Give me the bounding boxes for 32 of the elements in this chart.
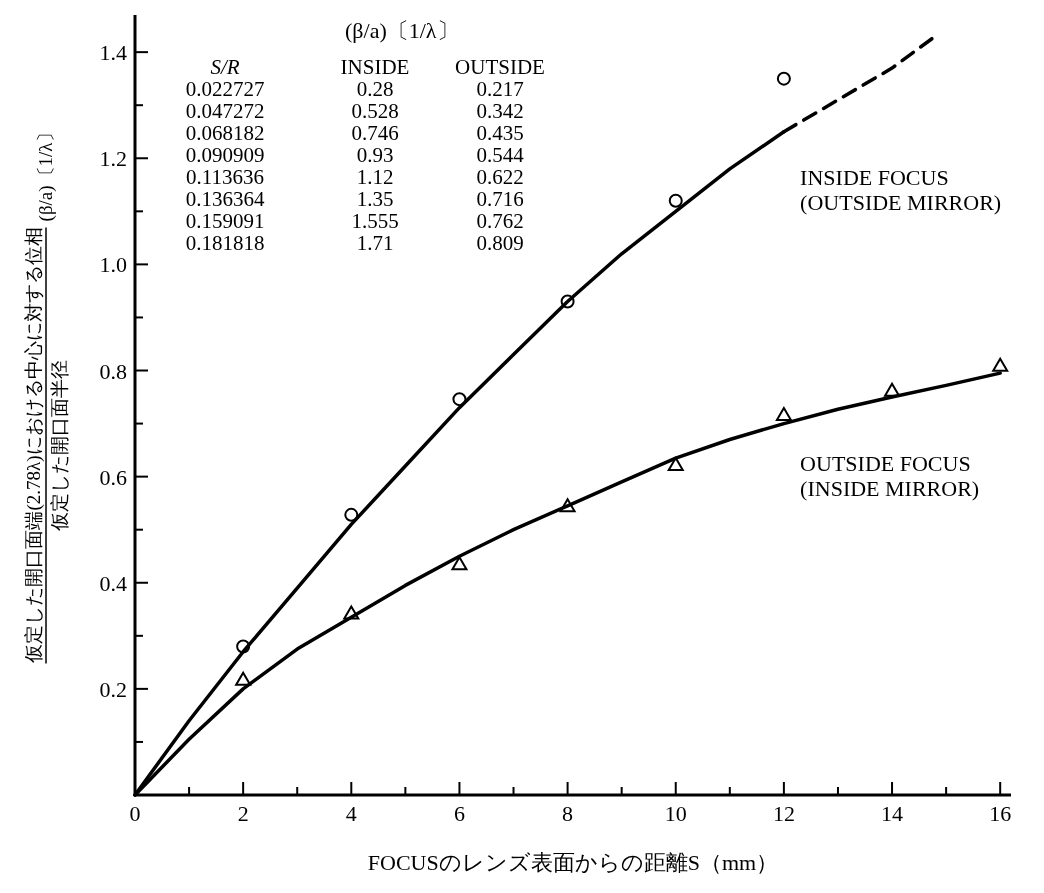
text: (β/a)〔1/λ〕	[35, 123, 57, 222]
x-tick-label: 16	[989, 801, 1012, 826]
y-tick-label: 0.4	[99, 570, 127, 596]
y-tick-label: 0.2	[99, 676, 127, 702]
y-tick-label: 1.2	[99, 146, 127, 172]
text: 0.022727 0.28 0.217	[185, 77, 524, 101]
text: 0.136364 1.35 0.716	[185, 187, 524, 211]
x-tick-label: 12	[772, 801, 795, 826]
annotation: INSIDE FOCUS (OUTSIDE MIRROR)	[800, 164, 1002, 215]
text: S/R INSIDE OUTSIDE	[210, 55, 545, 79]
x-tick-label: 2	[237, 801, 249, 826]
text: 0.068182 0.746 0.435	[185, 121, 524, 145]
x-axis-title: FOCUSのレンズ表面からの距離S（mm）	[367, 850, 779, 875]
y-tick-label: 0.6	[99, 464, 127, 490]
x-tick-label: 10	[664, 801, 687, 826]
annotation: OUTSIDE FOCUS (INSIDE MIRROR)	[800, 451, 980, 502]
text: 0.113636 1.12 0.622	[186, 165, 524, 189]
x-tick-label: 14	[881, 801, 904, 826]
y-axis-title: 仮定した開口面端(2.78λ)における中心に対する位相	[23, 227, 45, 664]
annotation: (β/a)〔1/λ〕	[345, 18, 459, 43]
y-tick-label: 1.0	[99, 252, 127, 278]
x-tick-label: 6	[453, 801, 465, 826]
text: 0.090909 0.93 0.544	[185, 143, 524, 167]
y-tick-label: 1.4	[99, 40, 127, 66]
text: 0.159091 1.555 0.762	[185, 209, 524, 233]
text: 0.047272 0.528 0.342	[185, 99, 524, 123]
text: 仮定した開口面半径	[49, 359, 70, 532]
y-tick-label: 0.8	[99, 358, 127, 384]
x-tick-label: 0	[129, 801, 141, 826]
x-tick-label: 8	[562, 801, 574, 826]
text: 0.181818 1.71 0.809	[185, 231, 524, 255]
x-tick-label: 4	[345, 801, 357, 826]
